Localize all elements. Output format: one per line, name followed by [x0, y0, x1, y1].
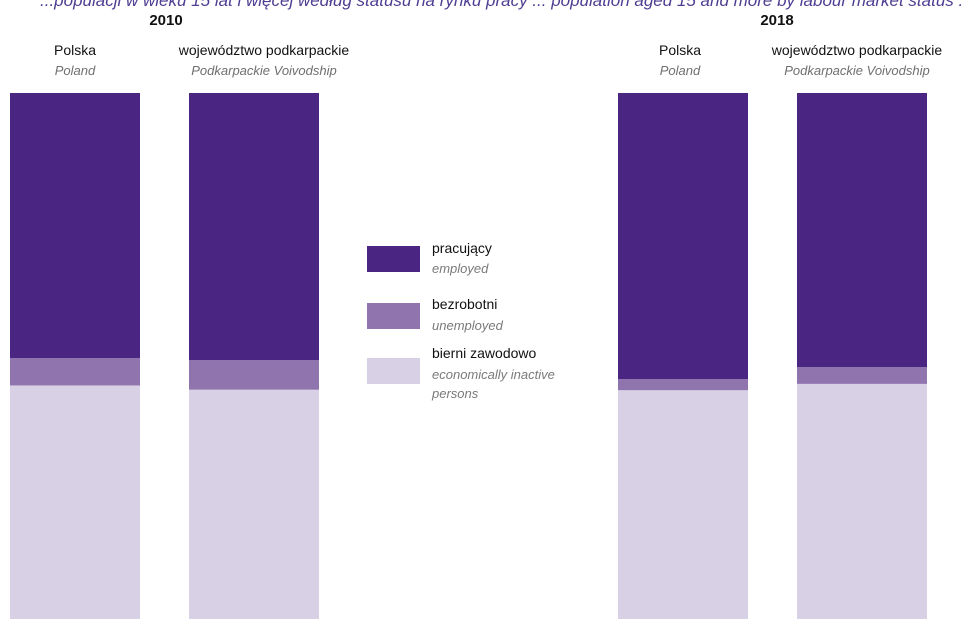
- column-header-pl-2018-podkarpackie: województwo podkarpackie: [771, 42, 943, 58]
- column-header-pl-2018-poland: Polska: [659, 42, 701, 58]
- bar-segment-unemployed-2010-podkarpackie: [189, 360, 319, 390]
- legend-label-en-unemployed: unemployed: [432, 318, 504, 333]
- legend-label-en-inactive-line1: economically inactive: [432, 367, 555, 382]
- year-label-2018: 2018: [760, 12, 793, 29]
- chart-title-fragment: ...populacji w wieku 15 lat i więcej wed…: [40, 0, 962, 10]
- bar-segment-inactive-2010-poland: [10, 385, 140, 619]
- bar-segment-inactive-2018-poland: [618, 390, 748, 619]
- bar-segment-inactive-2018-podkarpackie: [797, 383, 927, 619]
- bar-segment-employed-2018-podkarpackie: [797, 93, 927, 368]
- column-header-en-2010-podkarpackie: Podkarpackie Voivodship: [191, 63, 337, 78]
- legend-label-pl-unemployed: bezrobotni: [432, 296, 497, 312]
- column-header-en-2010-poland: Poland: [55, 63, 96, 78]
- legend-label-pl-inactive: bierni zawodowo: [432, 345, 536, 361]
- column-header-pl-2010-poland: Polska: [54, 42, 96, 58]
- bar-segment-employed-2010-podkarpackie: [189, 93, 319, 361]
- bar-segment-unemployed-2010-poland: [10, 358, 140, 386]
- legend-label-en-employed: employed: [432, 261, 489, 276]
- bar-segment-unemployed-2018-podkarpackie: [797, 367, 927, 384]
- column-header-en-2018-podkarpackie: Podkarpackie Voivodship: [784, 63, 930, 78]
- legend-swatch-employed: [367, 246, 420, 272]
- legend-label-en-inactive-line2: persons: [431, 386, 479, 401]
- bar-segment-inactive-2010-podkarpackie: [189, 389, 319, 619]
- bar-segment-employed-2018-poland: [618, 93, 748, 380]
- legend: pracujący employed bezrobotni unemployed…: [367, 240, 555, 401]
- legend-label-pl-employed: pracujący: [432, 240, 492, 256]
- column-header-pl-2010-podkarpackie: województwo podkarpackie: [178, 42, 350, 58]
- legend-swatch-inactive: [367, 358, 420, 384]
- column-header-en-2018-poland: Poland: [660, 63, 701, 78]
- legend-swatch-unemployed: [367, 303, 420, 329]
- year-label-2010: 2010: [149, 12, 182, 29]
- bar-segment-unemployed-2018-poland: [618, 379, 748, 391]
- bar-segment-employed-2010-poland: [10, 93, 140, 359]
- bars-layer: [10, 93, 927, 619]
